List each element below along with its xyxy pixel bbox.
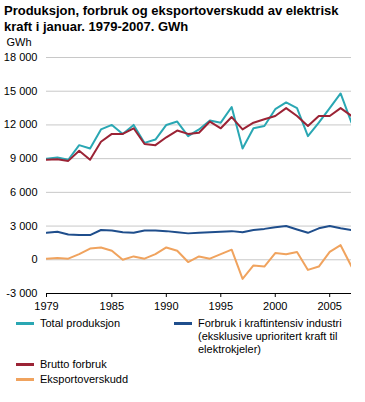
html-text:Forbruk i kraftintensiv indust: Forbruk i kraftintensiv industri (eksklu… <box>198 317 342 355</box>
html-text:Eksportoverskudd: Eksportoverskudd <box>40 373 128 385</box>
svg-text:6 000: 6 000 <box>10 186 38 198</box>
svg-text:9 000: 9 000 <box>10 152 38 164</box>
svg-text:0: 0 <box>31 253 37 265</box>
svg-text:1979: 1979 <box>34 300 58 312</box>
svg-text:18 000: 18 000 <box>4 51 38 63</box>
svg-text:1990: 1990 <box>154 300 178 312</box>
html-text:Produksjon, forbruk og eksport: Produksjon, forbruk og eksportoverskudd … <box>4 3 339 34</box>
html-text:Brutto forbruk: Brutto forbruk <box>40 358 107 370</box>
svg-text:3 000: 3 000 <box>10 220 38 232</box>
svg-text:12 000: 12 000 <box>4 118 38 130</box>
html-text:Total produksjon: Total produksjon <box>40 317 121 329</box>
svg-text:2005: 2005 <box>317 300 341 312</box>
svg-text:15 000: 15 000 <box>4 85 38 97</box>
svg-text:1995: 1995 <box>209 300 233 312</box>
svg-text:GWh: GWh <box>7 36 32 48</box>
svg-text:2000: 2000 <box>263 300 287 312</box>
svg-text:-3 000: -3 000 <box>6 287 37 299</box>
svg-text:1985: 1985 <box>100 300 124 312</box>
